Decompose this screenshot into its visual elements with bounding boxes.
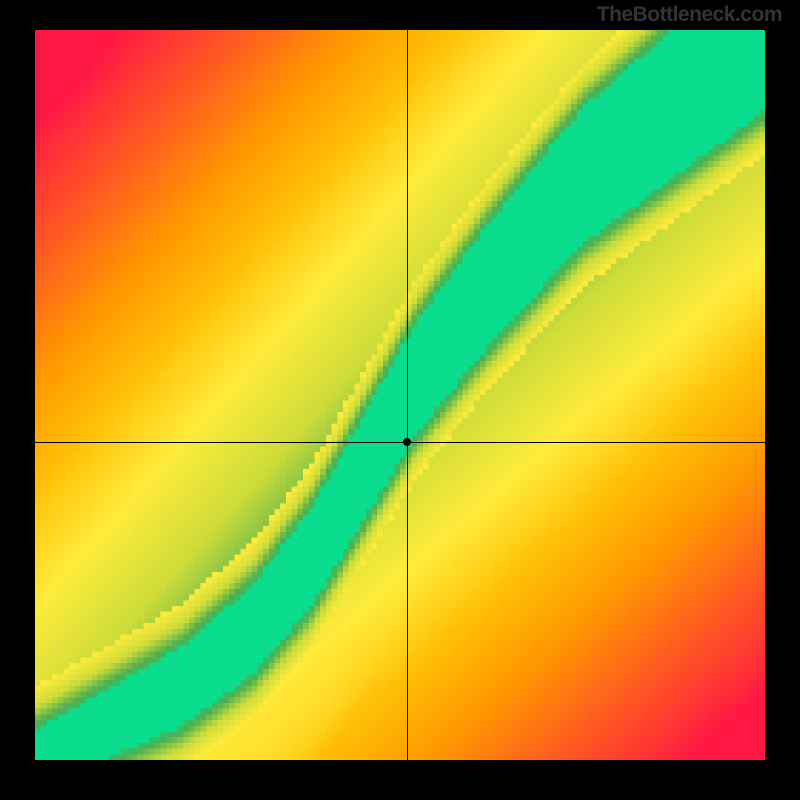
watermark-text: TheBottleneck.com bbox=[597, 3, 782, 27]
heatmap-plot-area bbox=[35, 30, 765, 760]
crosshair-vertical-line bbox=[407, 30, 408, 760]
heatmap-canvas bbox=[35, 30, 765, 760]
crosshair-horizontal-line bbox=[35, 442, 765, 443]
